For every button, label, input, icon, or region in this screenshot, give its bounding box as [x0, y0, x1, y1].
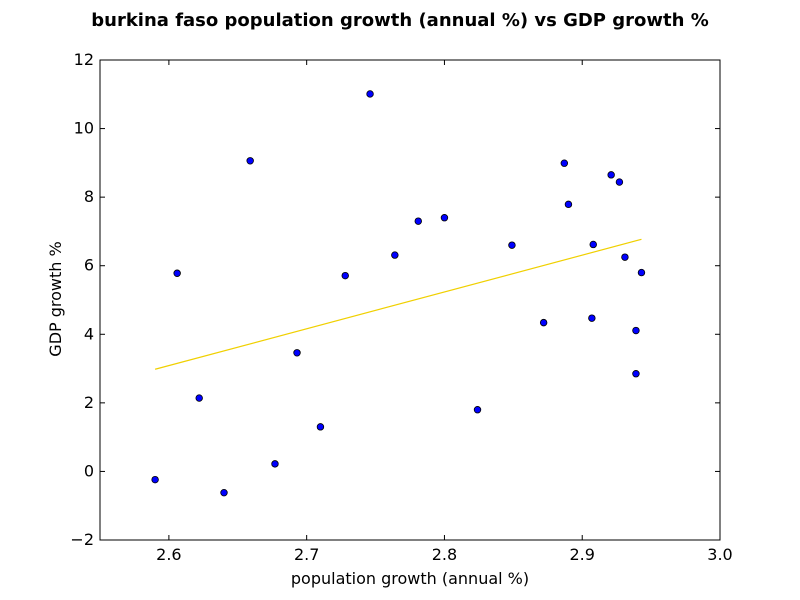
- axes-frame: [99, 59, 721, 541]
- data-point: [414, 217, 422, 225]
- y-tick-label: 8: [84, 187, 94, 206]
- data-point: [293, 349, 301, 357]
- data-point: [341, 271, 349, 280]
- y-tick-label: 10: [74, 119, 94, 138]
- data-point: [589, 240, 597, 249]
- data-point: [607, 171, 615, 179]
- data-point: [195, 394, 203, 402]
- y-tick-label: 12: [74, 50, 94, 69]
- data-point: [316, 423, 325, 431]
- data-point: [632, 326, 640, 335]
- data-point: [173, 269, 181, 277]
- data-point: [637, 268, 646, 277]
- data-point: [366, 90, 374, 98]
- y-tick-label: 6: [84, 256, 94, 275]
- data-point: [588, 314, 596, 322]
- y-tick-label: −2: [70, 530, 94, 549]
- y-axis-label: GDP growth %: [46, 241, 65, 356]
- x-tick-label: 2.8: [432, 545, 457, 564]
- plot-area: 2.6 2.7 2.8 2.9 3.0 −2 0 2 4 6 8 10 12: [70, 50, 732, 564]
- data-point: [621, 253, 629, 261]
- data-point: [246, 157, 254, 165]
- x-tick-label: 2.7: [294, 545, 319, 564]
- trend-line: [154, 238, 642, 370]
- chart-title: burkina faso population growth (annual %…: [91, 10, 709, 31]
- x-tick-label: 3.0: [707, 545, 732, 564]
- y-tick-label: 0: [84, 461, 94, 480]
- x-tick-label: 2.6: [156, 545, 181, 564]
- data-point: [539, 318, 548, 327]
- data-point: [615, 178, 624, 186]
- data-point: [632, 370, 640, 378]
- x-tick-label: 2.9: [569, 545, 594, 564]
- data-point: [564, 200, 573, 209]
- data-point: [508, 241, 516, 249]
- data-point: [151, 475, 159, 484]
- data-point: [473, 406, 482, 414]
- data-point: [391, 251, 399, 259]
- data-point: [560, 159, 569, 167]
- data-point: [220, 488, 228, 497]
- data-point: [271, 460, 279, 468]
- data-point: [440, 214, 449, 222]
- y-tick-label: 2: [84, 393, 94, 412]
- x-axis-label: population growth (annual %): [291, 569, 529, 588]
- y-tick-label: 4: [84, 324, 94, 343]
